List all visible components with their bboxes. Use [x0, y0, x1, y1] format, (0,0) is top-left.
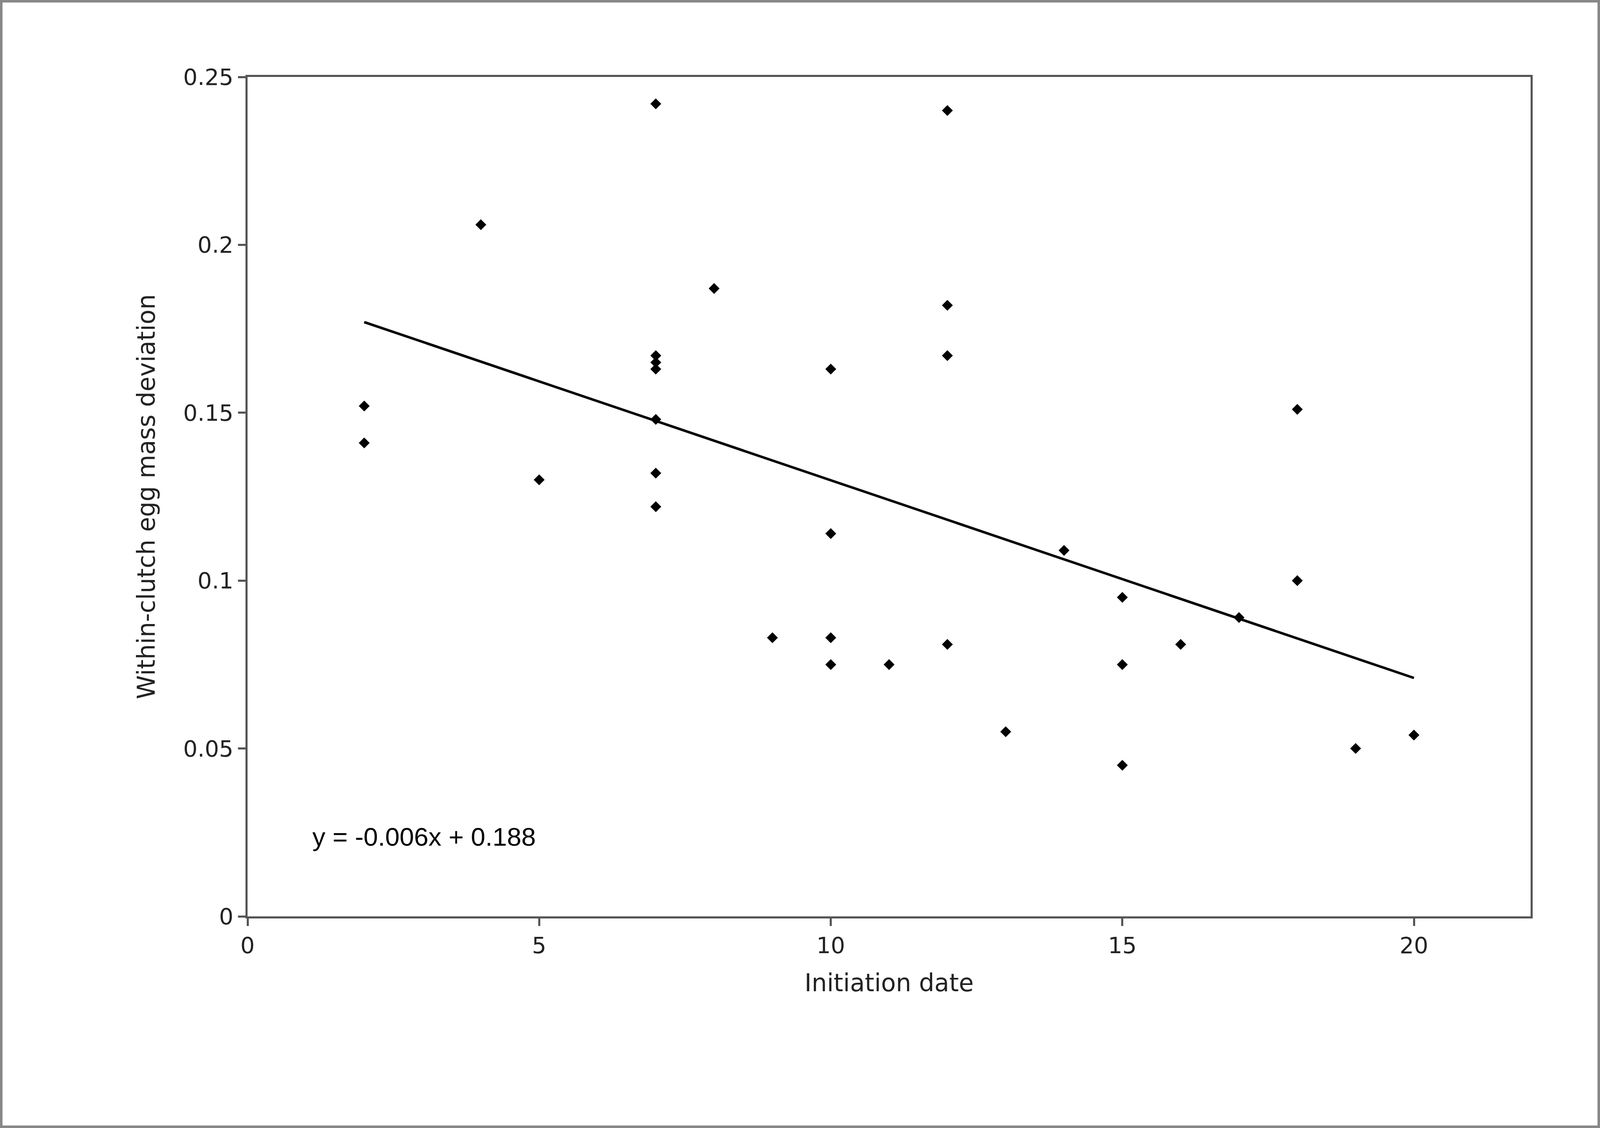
svg-text:0: 0: [219, 903, 234, 930]
svg-text:10: 10: [816, 932, 846, 959]
svg-text:y = -0.006x + 0.188: y = -0.006x + 0.188: [312, 822, 536, 852]
svg-text:15: 15: [1107, 932, 1137, 959]
svg-text:5: 5: [531, 932, 547, 959]
svg-text:Initiation date: Initiation date: [804, 968, 974, 997]
svg-text:0.15: 0.15: [183, 399, 234, 427]
svg-text:0.05: 0.05: [183, 735, 234, 762]
svg-text:0: 0: [240, 932, 255, 959]
svg-text:20: 20: [1399, 932, 1429, 959]
svg-text:0.2: 0.2: [197, 231, 234, 259]
svg-text:Within-clutch egg mass deviati: Within-clutch egg mass deviation: [132, 293, 161, 699]
svg-text:0.25: 0.25: [183, 63, 234, 91]
svg-text:0.1: 0.1: [197, 567, 234, 594]
